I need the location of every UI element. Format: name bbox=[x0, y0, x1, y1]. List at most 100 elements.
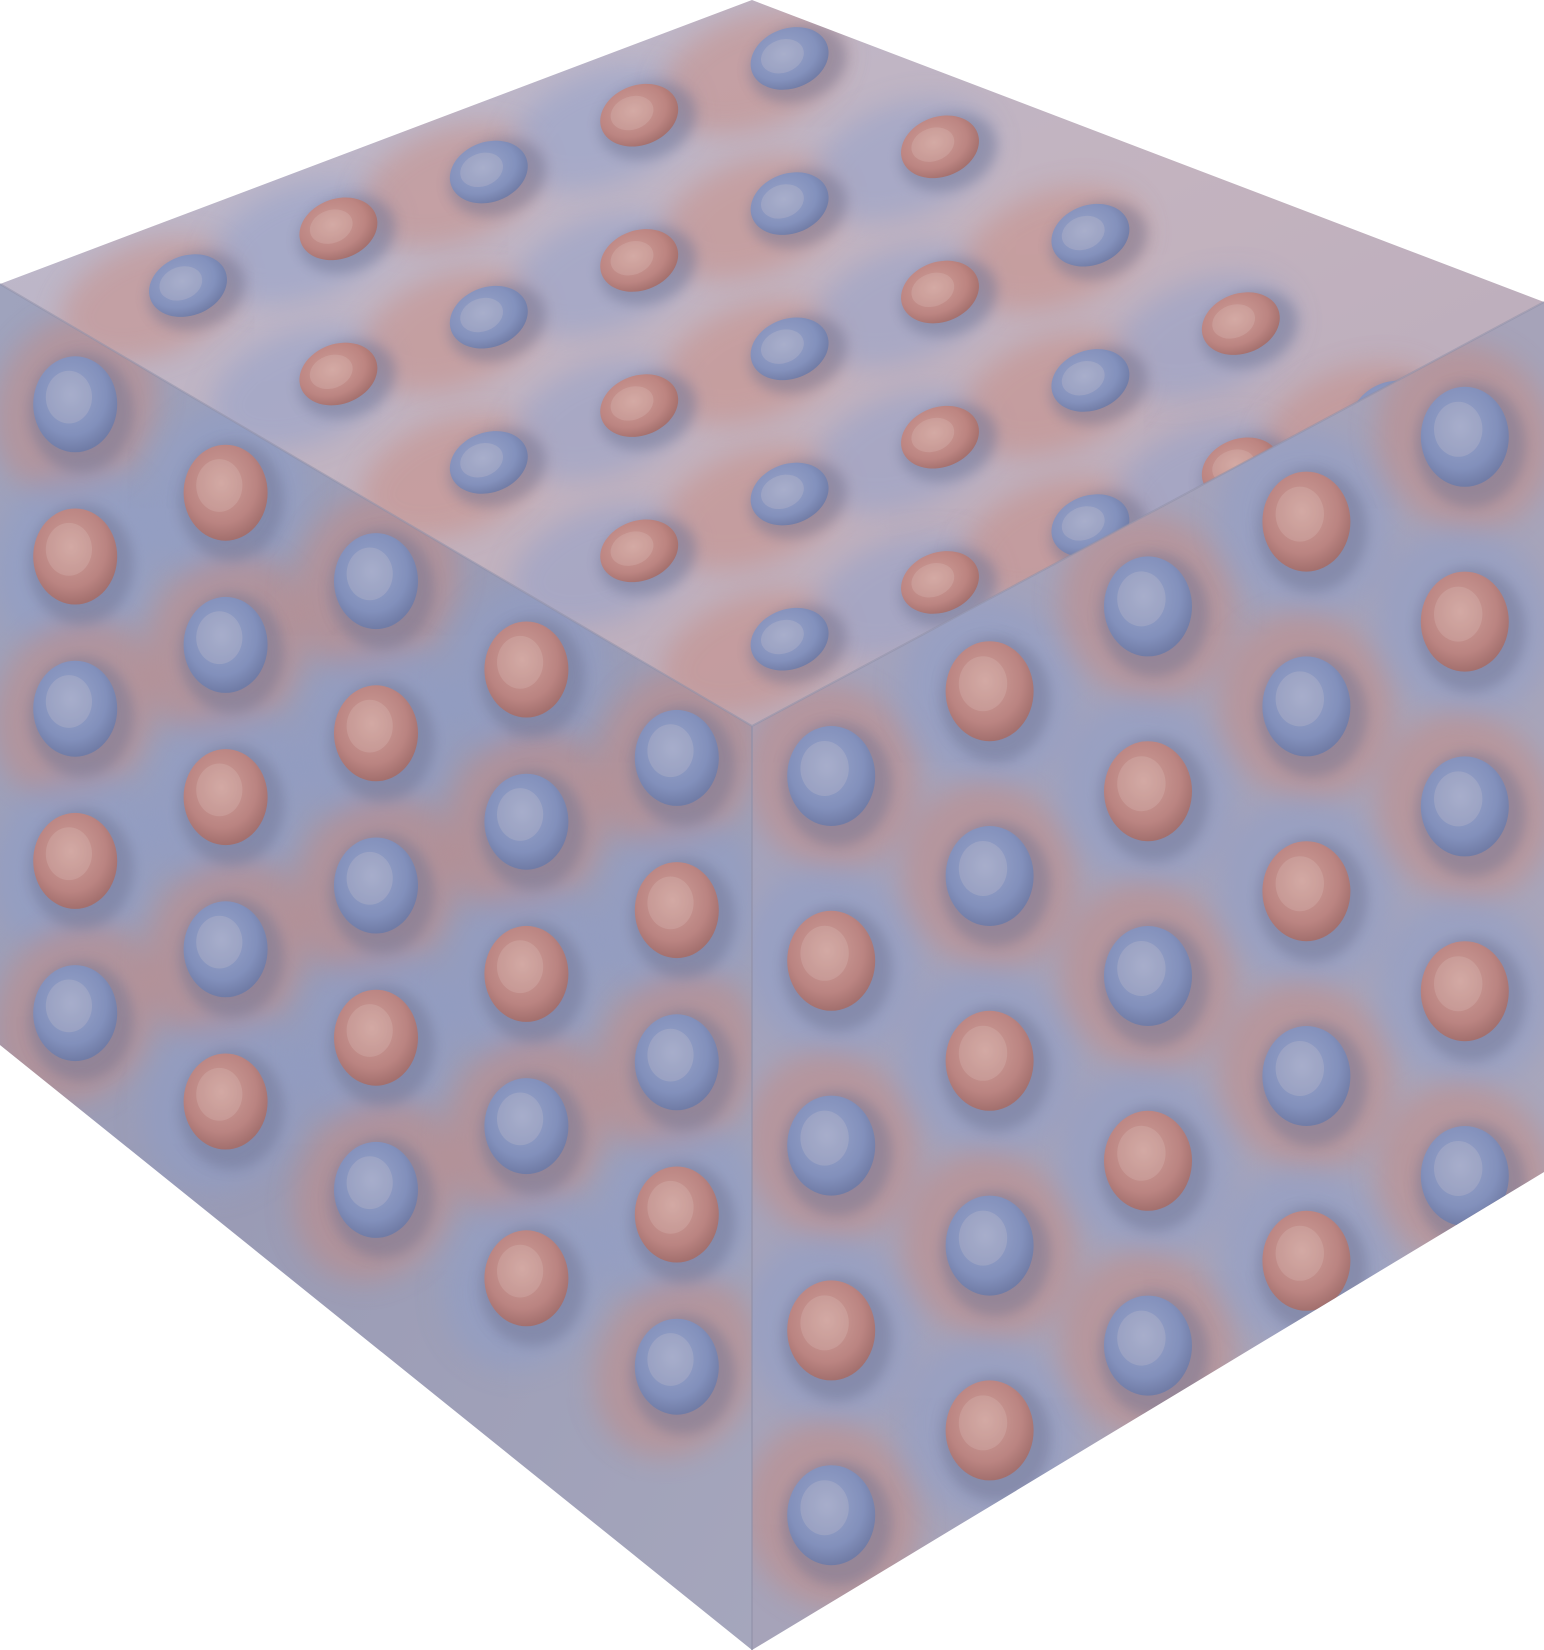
blue-tunnel-opening bbox=[1420, 756, 1509, 857]
tunnel-highlight bbox=[1275, 671, 1325, 727]
blue-tunnel-opening bbox=[634, 1318, 719, 1415]
red-tunnel-opening bbox=[1262, 471, 1351, 572]
red-tunnel-opening bbox=[600, 229, 679, 292]
blue-tunnel-opening bbox=[183, 596, 268, 693]
blue-tunnel-opening bbox=[634, 1014, 719, 1111]
tunnel-highlight bbox=[346, 1156, 393, 1210]
blue-tunnel-opening bbox=[787, 726, 876, 826]
tunnel-highlight bbox=[346, 851, 393, 905]
red-tunnel-opening bbox=[634, 862, 719, 959]
red-tunnel-opening bbox=[1262, 1210, 1351, 1311]
tunnel-highlight bbox=[1434, 771, 1483, 827]
tunnel-highlight bbox=[760, 474, 804, 510]
tunnel-highlight bbox=[647, 724, 694, 778]
tunnel-highlight bbox=[1275, 486, 1325, 542]
tunnel-highlight bbox=[958, 656, 1008, 712]
tunnel-highlight bbox=[309, 209, 353, 244]
tunnel-highlight bbox=[800, 1480, 849, 1536]
tunnel-highlight bbox=[159, 266, 203, 301]
red-tunnel-opening bbox=[901, 405, 979, 469]
blue-tunnel-opening bbox=[484, 773, 569, 870]
tunnel-highlight bbox=[911, 272, 955, 308]
red-tunnel-opening bbox=[945, 641, 1034, 742]
red-tunnel-opening bbox=[901, 260, 979, 324]
tunnel-highlight bbox=[45, 675, 92, 728]
red-tunnel-opening bbox=[901, 551, 979, 614]
blue-tunnel-opening bbox=[750, 317, 829, 381]
tunnel-highlight bbox=[958, 1395, 1008, 1451]
tunnel-highlight bbox=[1117, 1125, 1166, 1181]
tunnel-highlight bbox=[1275, 856, 1325, 912]
red-tunnel-opening bbox=[1420, 941, 1509, 1042]
red-tunnel-opening bbox=[334, 685, 418, 782]
tunnel-highlight bbox=[460, 152, 504, 188]
cube-edges bbox=[0, 283, 1544, 1650]
red-tunnel-opening bbox=[600, 83, 679, 147]
blue-tunnel-opening bbox=[750, 27, 829, 90]
tunnel-highlight bbox=[496, 1092, 544, 1146]
blue-tunnel-opening bbox=[449, 431, 528, 494]
blue-tunnel-opening bbox=[1420, 1126, 1509, 1226]
red-tunnel-opening bbox=[484, 1230, 569, 1327]
tunnel-highlight bbox=[760, 38, 804, 74]
tunnel-highlight bbox=[45, 522, 92, 576]
tunnel-highlight bbox=[1117, 571, 1166, 627]
red-tunnel-opening bbox=[901, 115, 979, 179]
red-tunnel-opening bbox=[787, 1280, 876, 1381]
tunnel-highlight bbox=[196, 1067, 243, 1121]
tunnel-highlight bbox=[647, 1333, 694, 1386]
blue-tunnel-opening bbox=[33, 965, 118, 1062]
tunnel-highlight bbox=[1275, 1041, 1325, 1096]
tunnel-highlight bbox=[346, 699, 393, 753]
red-tunnel-opening bbox=[183, 1053, 268, 1150]
blue-tunnel-opening bbox=[945, 826, 1034, 926]
top-face-texture bbox=[59, 10, 1449, 716]
tunnel-highlight bbox=[958, 1210, 1008, 1266]
red-tunnel-opening bbox=[183, 749, 268, 846]
tunnel-highlight bbox=[610, 386, 654, 421]
tunnel-highlight bbox=[800, 1295, 849, 1351]
red-tunnel-opening bbox=[484, 621, 569, 718]
tunnel-highlight bbox=[1117, 1310, 1166, 1366]
tunnel-highlight bbox=[496, 635, 544, 689]
tunnel-highlight bbox=[647, 1180, 694, 1234]
red-tunnel-opening bbox=[945, 1380, 1034, 1481]
red-tunnel-opening bbox=[484, 925, 569, 1022]
blue-tunnel-opening bbox=[1051, 349, 1130, 412]
right-face-texture bbox=[752, 343, 1544, 1609]
tunnel-highlight bbox=[496, 1244, 544, 1298]
tunnel-highlight bbox=[196, 611, 243, 665]
tunnel-highlight bbox=[760, 184, 804, 219]
tunnel-highlight bbox=[1061, 506, 1105, 541]
blue-tunnel-opening bbox=[149, 254, 227, 317]
red-tunnel-opening bbox=[33, 508, 118, 605]
tunnel-highlight bbox=[760, 619, 804, 655]
red-tunnel-opening bbox=[1420, 571, 1509, 672]
tunnel-highlight bbox=[1061, 215, 1105, 251]
tunnel-highlight bbox=[309, 354, 353, 390]
tunnel-highlight bbox=[1434, 401, 1483, 457]
red-tunnel-opening bbox=[1104, 1110, 1192, 1211]
tunnel-highlight bbox=[460, 297, 504, 333]
blue-tunnel-opening bbox=[334, 1141, 418, 1238]
tunnel-highlight bbox=[610, 240, 654, 276]
red-tunnel-opening bbox=[334, 989, 418, 1086]
tunnel-highlight bbox=[1434, 586, 1483, 642]
red-tunnel-opening bbox=[787, 910, 876, 1011]
red-tunnel-opening bbox=[1201, 292, 1280, 355]
tunnel-highlight bbox=[1061, 360, 1105, 396]
blue-tunnel-opening bbox=[1420, 386, 1509, 487]
tunnel-highlight bbox=[800, 741, 849, 796]
blue-tunnel-opening bbox=[787, 1465, 876, 1566]
tunnel-highlight bbox=[496, 940, 544, 994]
blue-tunnel-opening bbox=[449, 285, 528, 349]
tunnel-highlight bbox=[1212, 304, 1256, 339]
tunnel-highlight bbox=[911, 562, 955, 598]
red-tunnel-opening bbox=[1262, 841, 1351, 942]
tunnel-highlight bbox=[196, 915, 243, 969]
red-tunnel-opening bbox=[33, 812, 118, 909]
tunnel-highlight bbox=[1117, 941, 1166, 996]
tunnel-highlight bbox=[610, 95, 654, 131]
